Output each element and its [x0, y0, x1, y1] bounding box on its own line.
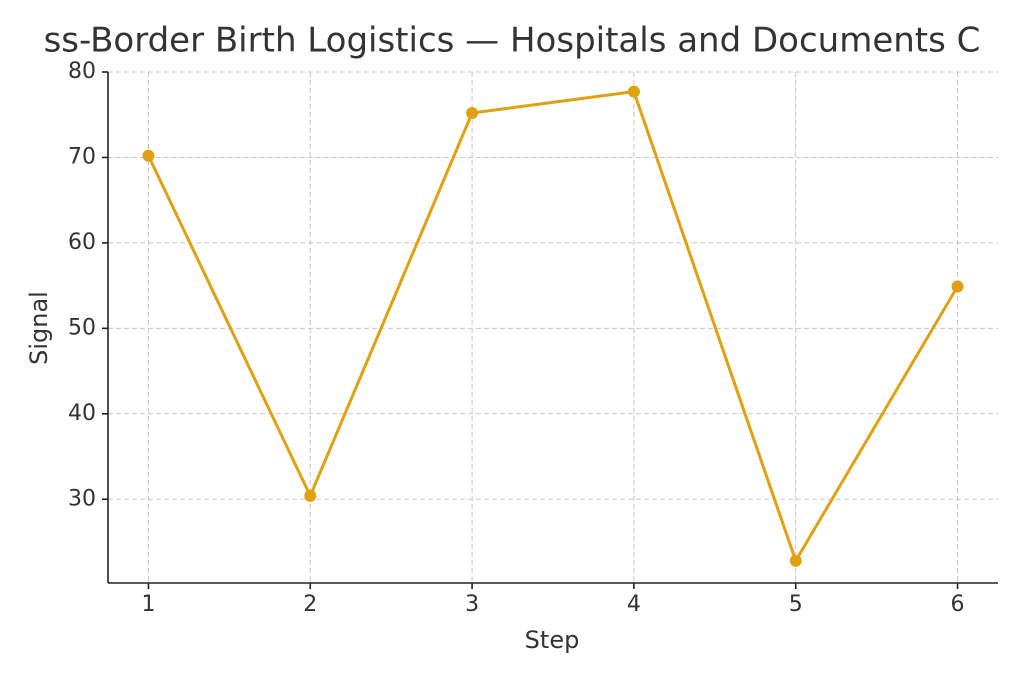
- chart-title: ss-Border Birth Logistics — Hospitals an…: [44, 21, 981, 61]
- y-tick-label: 60: [68, 230, 96, 255]
- point: [304, 489, 317, 502]
- x-tick-label: 2: [303, 592, 317, 617]
- x-axis-label: Step: [525, 626, 580, 654]
- point: [466, 107, 479, 120]
- y-tick-label: 40: [68, 401, 96, 426]
- y-tick-label: 50: [68, 315, 96, 340]
- point: [951, 280, 964, 293]
- y-tick-label: 70: [68, 144, 96, 169]
- x-tick-label: 1: [141, 592, 155, 617]
- x-tick-label: 4: [627, 592, 641, 617]
- x-tick-label: 5: [789, 592, 803, 617]
- point: [142, 149, 155, 162]
- point: [789, 554, 802, 567]
- x-tick-label: 3: [465, 592, 479, 617]
- line: [147, 90, 959, 563]
- y-tick-label: 80: [68, 59, 96, 84]
- y-tick-label: 30: [68, 486, 96, 511]
- x-tick-label: 6: [951, 592, 965, 617]
- point: [627, 85, 640, 98]
- y-axis-label: Signal: [25, 291, 53, 365]
